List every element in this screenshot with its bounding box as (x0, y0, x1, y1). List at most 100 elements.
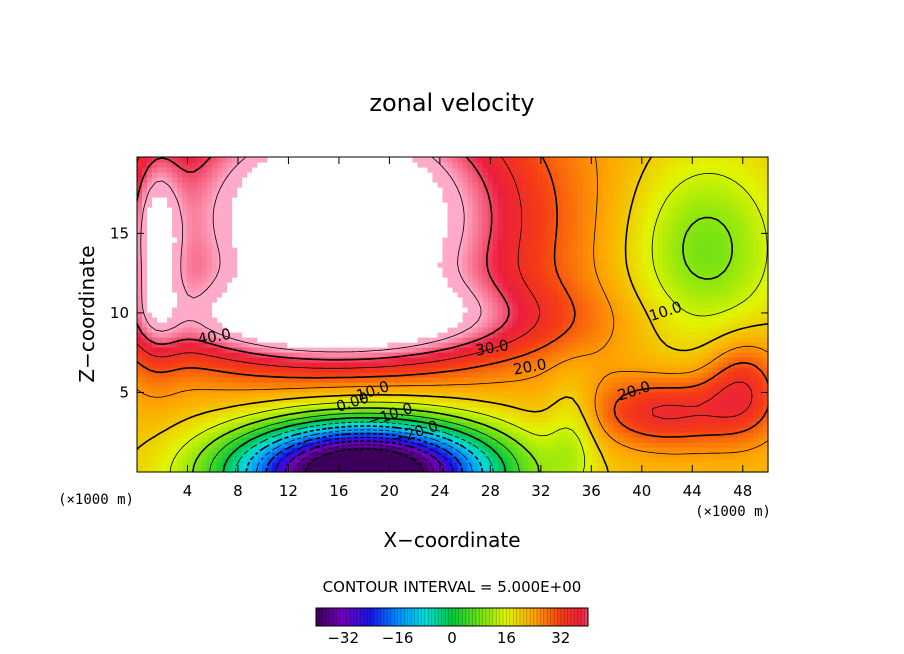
field-cell (202, 202, 208, 208)
field-cell (287, 297, 293, 303)
field-cell (217, 247, 223, 253)
field-cell (172, 197, 178, 203)
field-cell (452, 337, 459, 343)
field-cell (402, 182, 409, 188)
field-cell (477, 202, 484, 208)
field-cell (267, 342, 273, 348)
field-cell (372, 162, 378, 168)
field-cell (477, 272, 484, 278)
field-cell (417, 262, 424, 268)
field-cell (482, 272, 489, 278)
field-cell (522, 187, 529, 193)
field-cell (457, 332, 464, 338)
field-cell (192, 452, 198, 458)
field-cell (402, 172, 409, 178)
field-cell (207, 397, 213, 403)
field-cell (252, 342, 258, 348)
field-cell (407, 332, 414, 338)
field-cell (497, 242, 504, 248)
field-cell (262, 232, 268, 238)
field-cell (242, 422, 248, 428)
field-cell (462, 242, 469, 248)
field-cell (222, 232, 228, 238)
field-cell (402, 377, 409, 383)
field-cell (257, 302, 263, 308)
field-cell (477, 452, 484, 458)
field-cell (292, 327, 298, 333)
field-cell (452, 262, 459, 268)
field-cell (177, 397, 183, 403)
field-cell (402, 242, 409, 248)
field-cell (477, 197, 484, 203)
field-cell (437, 242, 444, 248)
field-cell (402, 207, 409, 213)
field-cell (517, 452, 524, 458)
field-cell (207, 392, 213, 398)
field-cell (272, 367, 278, 373)
field-cell (267, 232, 273, 238)
field-cell (207, 462, 213, 468)
field-cell (152, 362, 158, 368)
field-cell (272, 162, 278, 168)
field-cell (267, 417, 273, 423)
field-cell (517, 252, 524, 258)
field-cell (387, 332, 394, 338)
field-cell (142, 412, 148, 418)
field-cell (377, 387, 383, 393)
field-cell (157, 232, 163, 238)
field-cell (467, 232, 474, 238)
field-cell (217, 302, 223, 308)
field-cell (202, 382, 208, 388)
field-cell (357, 337, 363, 343)
field-cell (227, 342, 233, 348)
field-cell (507, 347, 514, 353)
field-cell (137, 267, 143, 273)
field-cell (342, 362, 348, 368)
field-cell (377, 382, 383, 388)
field-cell (212, 322, 218, 328)
field-cell (407, 367, 414, 373)
field-cell (237, 187, 243, 193)
field-cell (202, 402, 208, 408)
field-cell (387, 227, 394, 233)
field-cell (227, 317, 233, 323)
field-cell (137, 332, 143, 338)
field-cell (397, 177, 404, 183)
field-cell (437, 352, 444, 358)
field-cell (357, 177, 363, 183)
field-cell (312, 437, 318, 443)
field-cell (412, 282, 419, 288)
field-cell (317, 212, 323, 218)
field-cell (142, 162, 148, 168)
field-cell (232, 302, 238, 308)
field-cell (462, 337, 469, 343)
field-cell (412, 267, 419, 273)
field-cell (287, 232, 293, 238)
field-cell (247, 157, 253, 163)
field-cell (482, 467, 489, 473)
field-cell (417, 252, 424, 258)
field-cell (492, 182, 499, 188)
field-cell (347, 172, 353, 178)
field-cell (177, 402, 183, 408)
field-cell (237, 352, 243, 358)
field-cell (457, 312, 464, 318)
field-cell (387, 177, 394, 183)
field-cell (297, 382, 303, 388)
field-cell (227, 462, 233, 468)
field-cell (217, 382, 223, 388)
field-cell (202, 317, 208, 323)
field-cell (342, 312, 348, 318)
field-cell (382, 247, 388, 253)
field-cell (482, 402, 489, 408)
field-cell (427, 417, 434, 423)
field-cell (292, 442, 298, 448)
field-cell (417, 227, 424, 233)
field-cell (472, 232, 479, 238)
field-cell (147, 447, 153, 453)
field-cell (347, 292, 353, 298)
field-cell (377, 322, 383, 328)
field-cell (497, 162, 504, 168)
field-cell (352, 457, 358, 463)
field-cell (372, 207, 378, 213)
